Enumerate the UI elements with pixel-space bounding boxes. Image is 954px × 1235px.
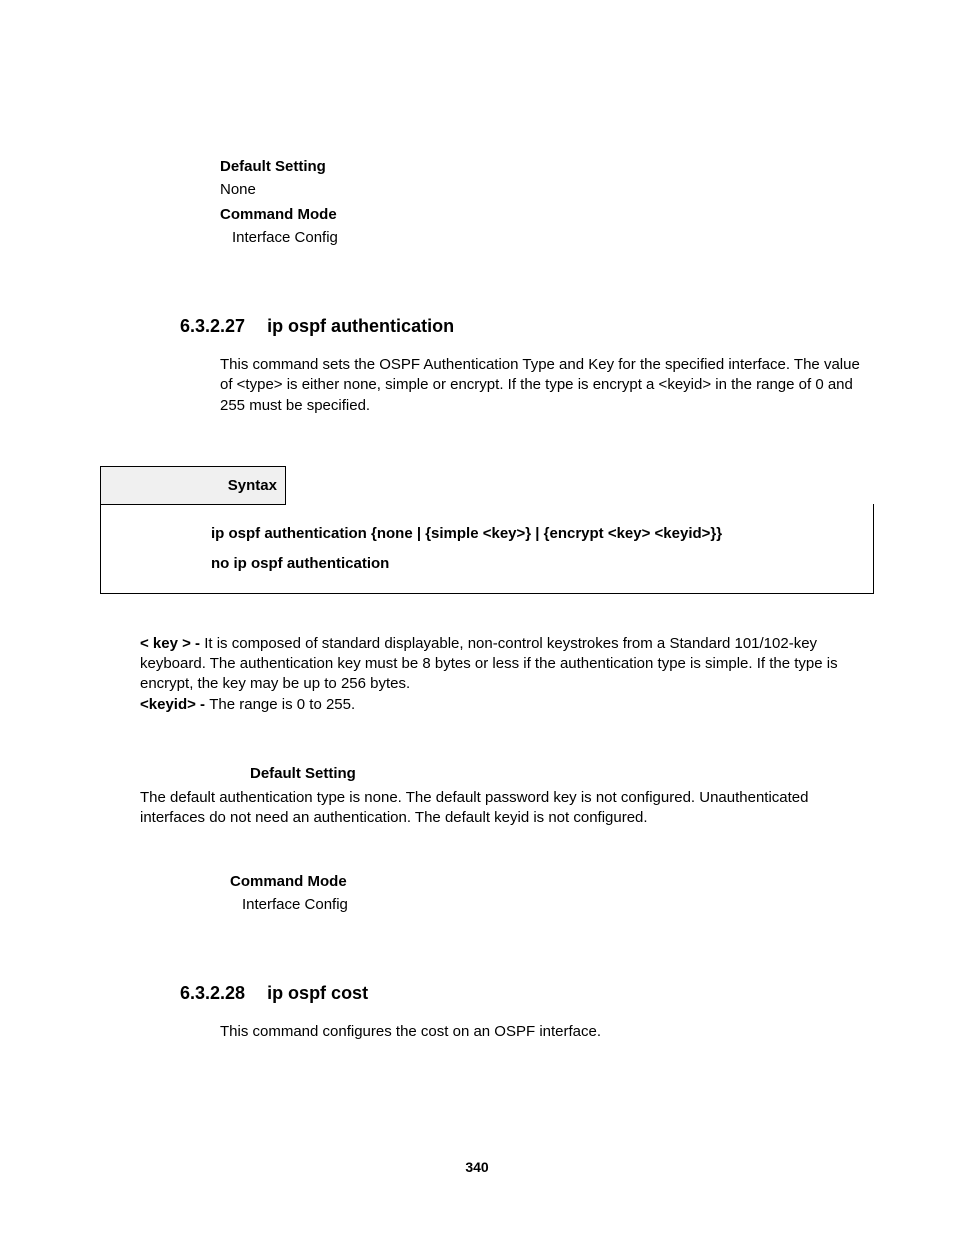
syntax-line-1: ip ospf authentication {none | {simple <… [211,519,865,549]
keyid-param-label: <keyid> - [140,696,209,713]
keyid-param-desc: The range is 0 to 255. [209,696,355,713]
syntax-line-2: no ip ospf authentication [211,549,865,579]
section-title-28: ip ospf cost [267,983,368,1003]
syntax-table: Syntax ip ospf authentication {none | {s… [100,466,874,594]
section-27-description: This command sets the OSPF Authenticatio… [220,355,874,416]
key-param-label: < key > - [140,635,204,652]
syntax-body: ip ospf authentication {none | {simple <… [101,504,874,593]
section-title: ip ospf authentication [267,316,454,336]
section-number-28: 6.3.2.28 [180,983,245,1004]
syntax-label: Syntax [101,466,286,504]
syntax-header-spacer [286,466,874,504]
key-param-desc: It is composed of standard displayable, … [140,635,838,693]
section-number: 6.3.2.27 [180,316,245,337]
command-mode-label: Command Mode [220,206,874,223]
section-heading-27: 6.3.2.27 ip ospf authentication [180,316,874,337]
default-setting-value: None [220,181,874,198]
parameter-descriptions: < key > - It is composed of standard dis… [140,634,874,715]
default-setting-label: Default Setting [220,158,874,175]
command-mode-value-27: Interface Config [242,896,874,913]
default-setting-label-27: Default Setting [250,765,874,782]
page-number: 340 [0,1159,954,1175]
section-heading-28: 6.3.2.28 ip ospf cost [180,983,874,1004]
command-mode-value: Interface Config [232,229,874,246]
command-mode-label-27: Command Mode [230,873,874,890]
default-setting-text-27: The default authentication type is none.… [140,788,874,829]
section-28-description: This command configures the cost on an O… [220,1022,874,1042]
